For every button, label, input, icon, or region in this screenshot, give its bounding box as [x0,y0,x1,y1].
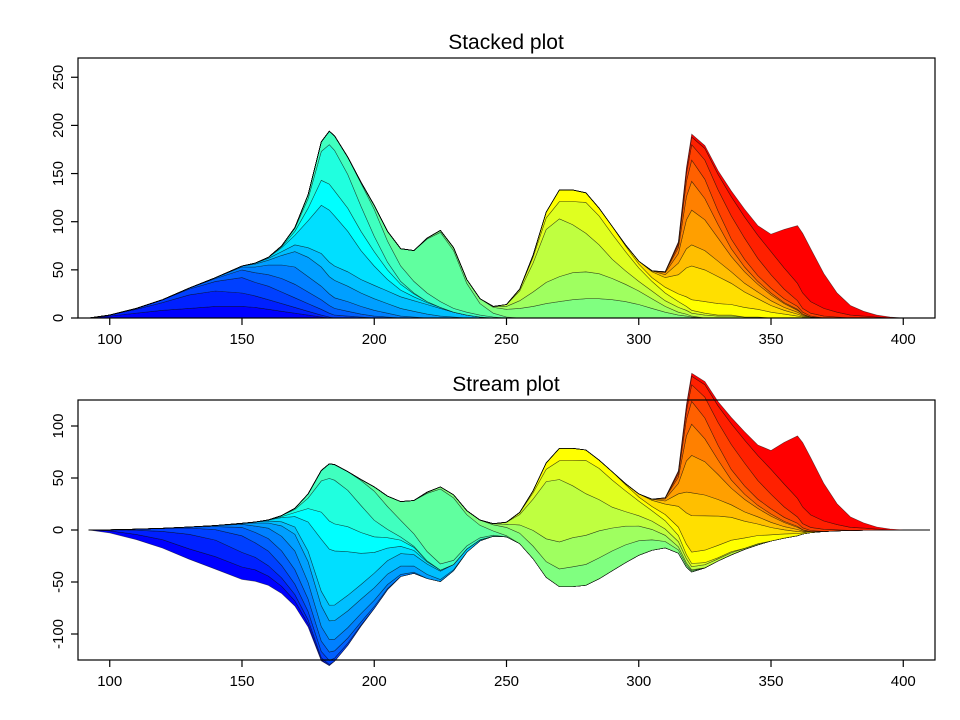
stream-plot-x-tick-label: 300 [626,673,651,690]
stream-plot-x-tick-label: 350 [758,673,783,690]
stream-plot: Stream plot 100 150 200 250 300 350 400 -100 -50… [50,372,936,690]
stream-plot-x-tick-label: 250 [494,673,519,690]
stacked-plot-frame [77,57,936,319]
stacked-plot-y-tick-label: 50 [50,262,67,279]
stream-plot-x-tick-label: 200 [362,673,387,690]
stacked-plot-x-tick-label: 300 [626,331,651,348]
stream-plot-x-tick-label: 100 [97,673,122,690]
stacked-plot-axes: 100 150 200 250 300 350 400 0 50 100 150 200 250 [50,65,916,348]
stacked-plot-x-tick-label: 100 [97,331,122,348]
stacked-plot-y-tick-label: 200 [50,113,67,138]
stream-plot-y-tick-label: -100 [50,619,67,649]
stacked-plot-x-tick-label: 200 [362,331,387,348]
stream-plot-layers [88,372,930,666]
stream-plot-axes: 100 150 200 250 300 350 400 -100 -50 0 50 100 [50,413,916,690]
stream-plot-y-tick-label: 0 [50,526,67,534]
stream-plot-layer [88,529,930,666]
stacked-plot-layers [88,130,930,319]
stacked-plot-x-tick-label: 350 [758,331,783,348]
stacked-plot-x-tick-label: 250 [494,331,519,348]
stream-plot-y-tick-label: -50 [50,571,67,593]
stream-plot-frame [77,399,936,661]
stream-plot-x-tick-label: 400 [891,673,916,690]
stacked-plot-title: Stacked plot [448,31,564,54]
stream-plot-y-tick-label: 50 [50,470,67,487]
stacked-plot-x-tick-label: 400 [891,331,916,348]
stacked-plot-y-tick-label: 250 [50,65,67,90]
stream-plot-y-tick-label: 100 [50,413,67,438]
stream-plot-layer [88,372,930,531]
stacked-plot-y-tick-label: 150 [50,161,67,186]
stacked-plot-layer [88,130,930,319]
stream-plot-x-tick-label: 150 [229,673,254,690]
stream-plot-title: Stream plot [452,373,560,396]
stacked-plot-x-tick-label: 150 [229,331,254,348]
stacked-plot-y-tick-label: 0 [50,314,67,322]
stacked-plot: Stacked plot 100 150 200 250 300 350 400050100… [50,31,936,348]
stacked-plot-y-tick-label: 100 [50,209,67,234]
